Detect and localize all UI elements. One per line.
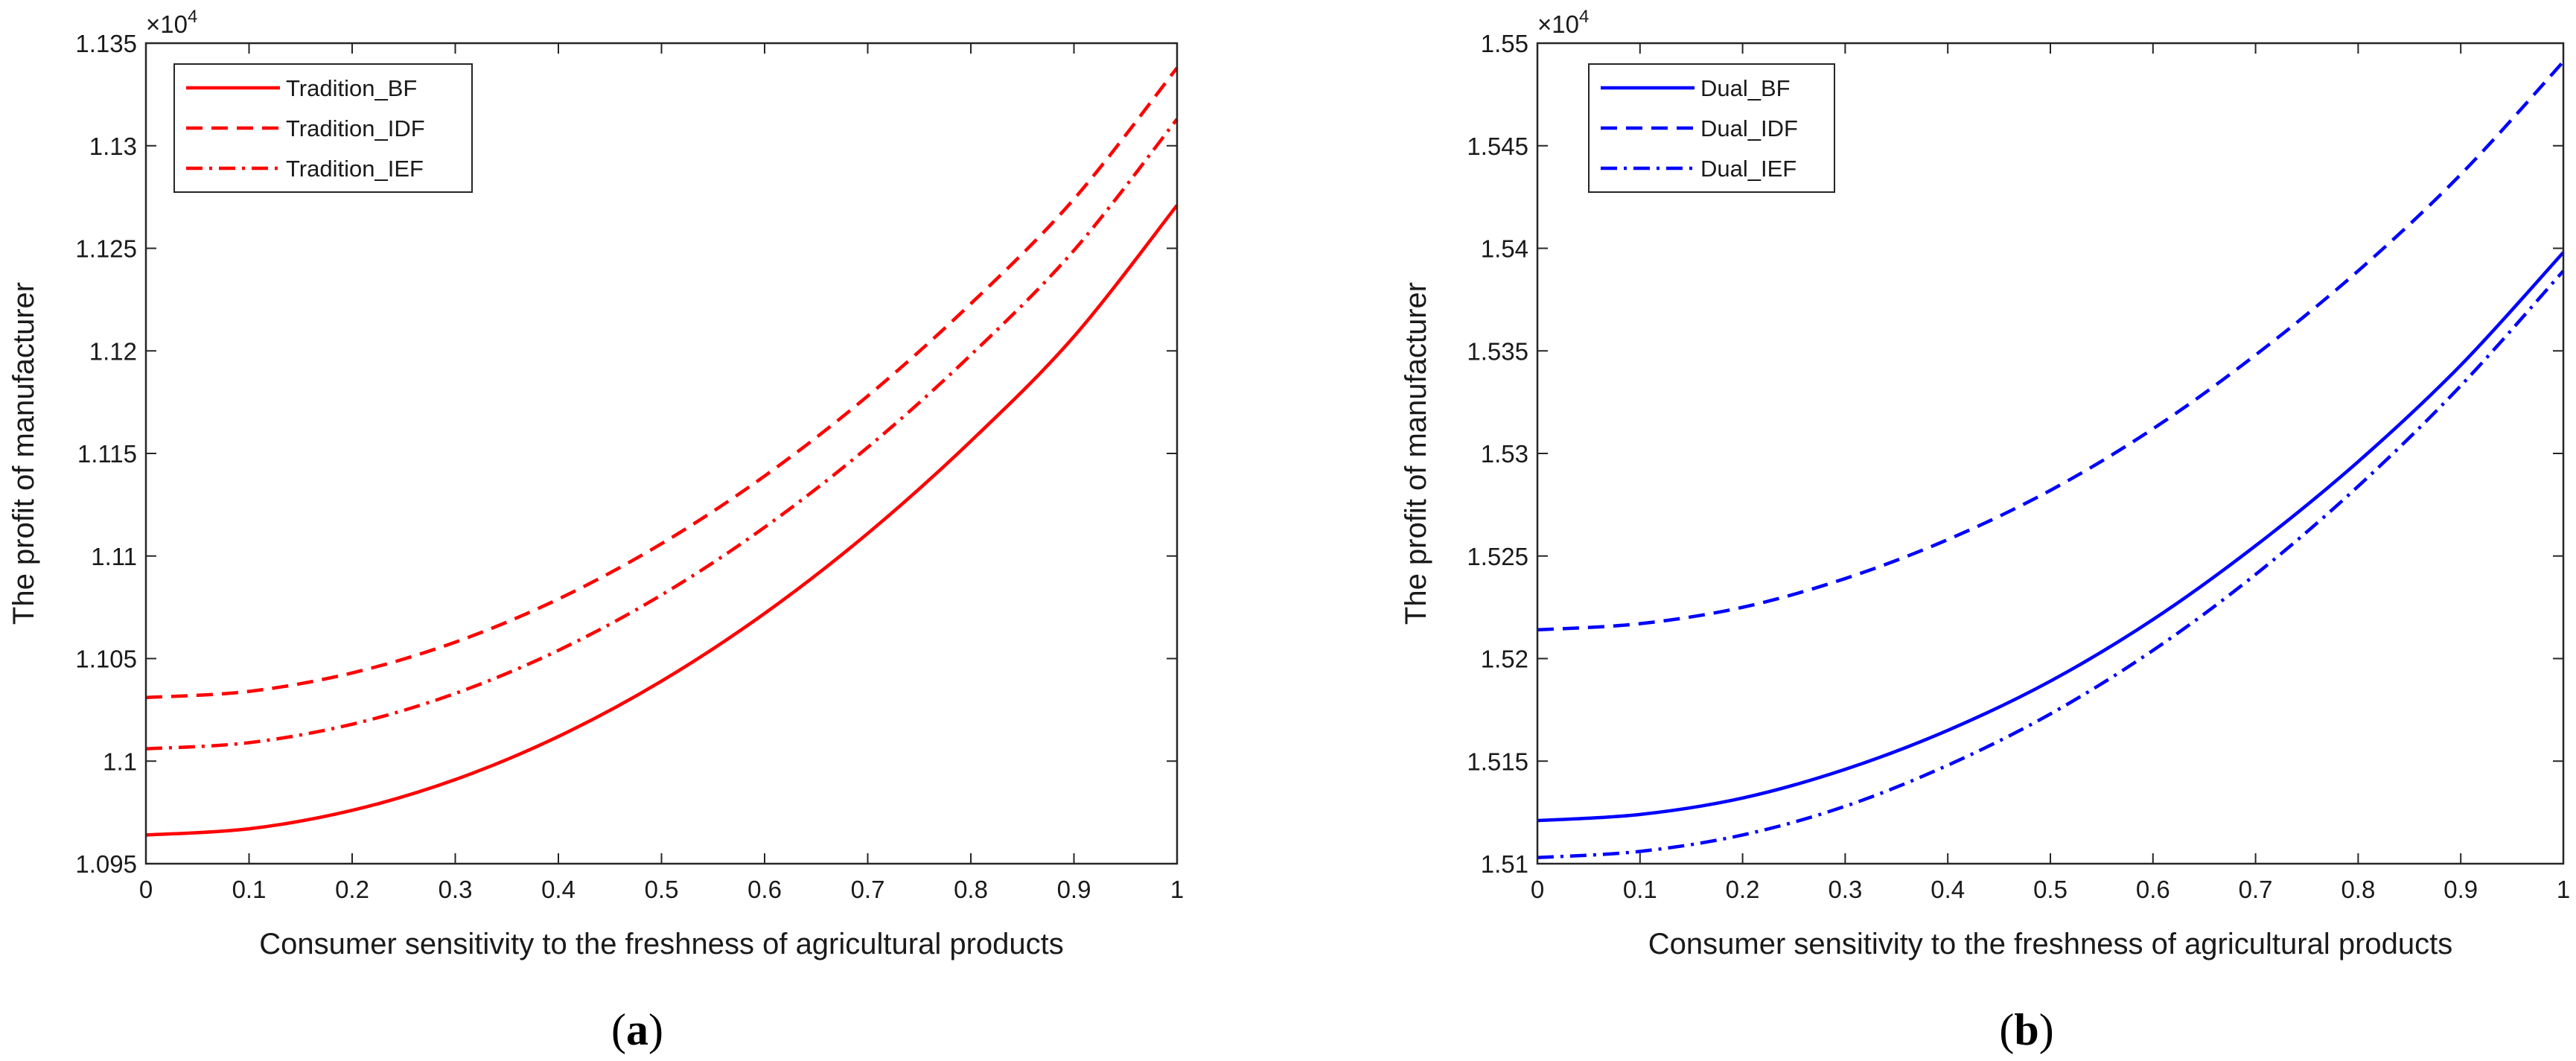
y-tick-label: 1.13 xyxy=(89,133,137,160)
x-tick-label: 0.5 xyxy=(645,876,679,903)
x-tick-label: 0.6 xyxy=(747,876,782,903)
y-tick-label: 1.52 xyxy=(1481,646,1528,673)
y-tick-label: 1.135 xyxy=(75,30,137,57)
y-tick-label: 1.1 xyxy=(103,748,137,775)
x-tick-label: 0.8 xyxy=(954,876,988,903)
series-line-tradition-ief xyxy=(145,118,1179,751)
series-line-dual-ief xyxy=(1537,270,2565,859)
x-tick-label: 0.9 xyxy=(2443,876,2478,903)
legend-label: Dual_IEF xyxy=(1700,156,1796,182)
legend-a: Tradition_BF Tradition_IDF Tradition_IEF xyxy=(173,63,473,193)
chart-panel-b: ×104 0 0.1 0.2 0.3 0.4 0.5 0.6 0.7 0.8 0.9 1 1.51 1.… xyxy=(1400,7,2570,1054)
x-tick-label: 0.2 xyxy=(1726,876,1760,903)
legend-label: Dual_BF xyxy=(1700,75,1791,101)
series-line-tradition-idf xyxy=(145,66,1179,700)
legend-label: Dual_IDF xyxy=(1700,115,1798,141)
y-tick-label: 1.54 xyxy=(1481,235,1528,263)
x-tick-label: 0.3 xyxy=(1828,876,1862,903)
y-tick-label: 1.115 xyxy=(77,440,137,468)
legend-b: Dual_BF Dual_IDF Dual_IEF xyxy=(1588,63,1835,193)
y-tick-label: 1.11 xyxy=(91,543,137,570)
y-exponent-b: ×104 xyxy=(1537,7,1589,38)
x-axis-label-b: Consumer sensitivity to the freshness of… xyxy=(1648,928,2453,960)
y-tick-label: 1.545 xyxy=(1467,133,1528,160)
y-tick-label: 1.535 xyxy=(1467,337,1528,365)
x-tick-label: 0.5 xyxy=(2033,876,2068,903)
x-tick-label: 0.1 xyxy=(1623,876,1657,903)
x-tick-label: 0 xyxy=(139,876,153,903)
y-axis-label-a: The profit of manufacturer xyxy=(7,282,40,625)
x-axis-label-a: Consumer sensitivity to the freshness of… xyxy=(259,928,1064,960)
x-tick-label: 0.7 xyxy=(851,876,885,903)
legend-label: Tradition_IDF xyxy=(286,115,425,141)
y-tick-label: 1.55 xyxy=(1481,30,1528,57)
y-tick-label: 1.125 xyxy=(75,235,137,263)
x-tick-label: 0 xyxy=(1531,876,1544,903)
x-tick-label: 0.9 xyxy=(1057,876,1091,903)
y-exponent-a: ×104 xyxy=(146,7,197,38)
y-tick-label: 1.51 xyxy=(1481,850,1528,878)
y-tick-label: 1.525 xyxy=(1467,543,1528,570)
x-tick-label: 0.4 xyxy=(541,876,576,903)
y-tick-label: 1.105 xyxy=(75,646,137,673)
x-tick-label: 1 xyxy=(2557,876,2570,903)
x-tick-label: 0.2 xyxy=(335,876,369,903)
x-tick-label: 0.1 xyxy=(232,876,267,903)
y-axis-label-b: The profit of manufacturer xyxy=(1400,282,1432,625)
panel-label-a: (a) xyxy=(611,1005,663,1054)
y-tick-label: 1.12 xyxy=(89,337,137,365)
series-line-tradition-bf xyxy=(145,204,1179,837)
x-tick-label: 0.6 xyxy=(2136,876,2170,903)
y-tick-label: 1.095 xyxy=(75,850,137,878)
y-tick-label: 1.53 xyxy=(1481,440,1528,468)
legend-label: Tradition_IEF xyxy=(286,156,424,182)
chart-panel-a: ×104 0 0.1 0.2 0.3 0.4 0.5 0.6 0.7 0.8 0.9 1 1.095 1… xyxy=(7,7,1184,1054)
series-line-dual-bf xyxy=(1537,251,2565,823)
panel-label-b: (b) xyxy=(1999,1005,2053,1054)
x-tick-label: 0.7 xyxy=(2239,876,2273,903)
x-tick-label: 1 xyxy=(1170,876,1184,903)
legend-label: Tradition_BF xyxy=(286,75,417,101)
x-tick-label: 0.8 xyxy=(2341,876,2375,903)
y-tick-label: 1.515 xyxy=(1467,748,1528,775)
x-tick-label: 0.3 xyxy=(439,876,473,903)
x-tick-label: 0.4 xyxy=(1931,876,1965,903)
series-line-dual-idf xyxy=(1537,60,2565,632)
